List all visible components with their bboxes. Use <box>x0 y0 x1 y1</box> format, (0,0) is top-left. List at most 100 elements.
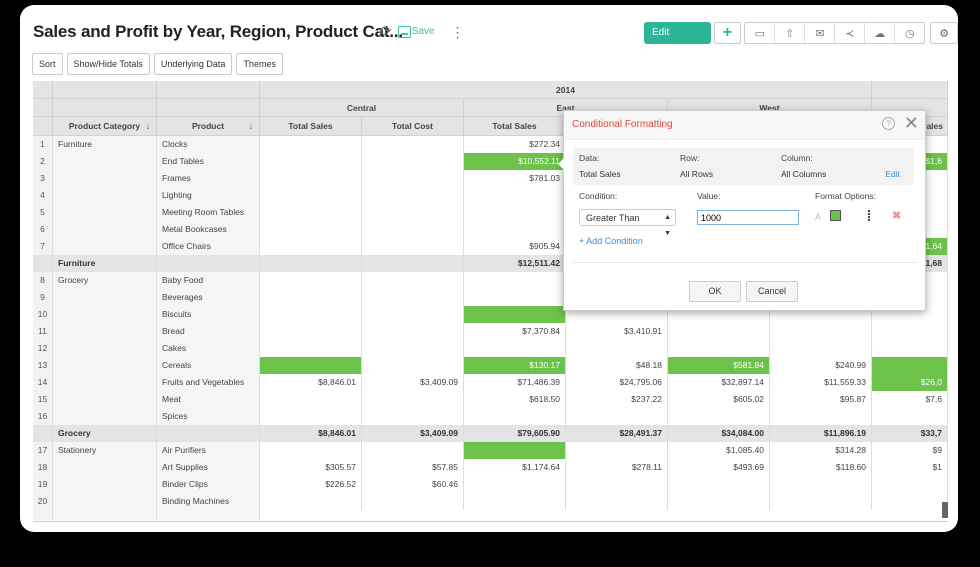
save-button[interactable]: Save <box>397 25 435 38</box>
value-cell <box>260 357 362 374</box>
value-cell <box>260 323 362 340</box>
value-cell <box>566 340 668 357</box>
product-category-cell <box>53 187 157 204</box>
value-cell <box>668 323 770 340</box>
font-color-icon[interactable]: A <box>815 212 822 222</box>
value-cell <box>566 442 668 459</box>
cancel-button[interactable]: Cancel <box>746 281 798 302</box>
tool-group: ▭ ⇧ ✉ ≺ ☁ ◷ <box>744 22 926 44</box>
value-cell <box>362 221 464 238</box>
corner-cell <box>33 117 53 136</box>
sort-arrow-icon[interactable]: ↓ <box>145 121 150 131</box>
help-icon[interactable]: ? <box>882 117 895 130</box>
value-cell <box>872 493 948 510</box>
product-cell: Lighting <box>157 187 260 204</box>
settings-button[interactable]: ⚙ <box>930 22 958 44</box>
more-format-icon[interactable] <box>868 210 870 222</box>
row-number <box>33 255 53 272</box>
comment-icon[interactable]: ▭ <box>745 23 776 43</box>
value-cell: $71,486.39 <box>464 374 566 391</box>
alarm-icon[interactable]: ◷ <box>904 27 915 40</box>
column-header-product[interactable]: Product ↓ <box>157 117 260 136</box>
condition-label: Condition: <box>579 191 618 201</box>
value-cell <box>872 340 948 357</box>
value-cell <box>362 238 464 255</box>
subtotal-value-cell: $3,409.09 <box>362 425 464 442</box>
value-cell <box>362 289 464 306</box>
value-cell <box>668 408 770 425</box>
row-number: 15 <box>33 391 53 408</box>
value-cell: $781.03 <box>464 170 566 187</box>
email-icon[interactable]: ✉ <box>805 23 836 43</box>
value-cell: $11,559.33 <box>770 374 872 391</box>
delete-condition-icon[interactable]: ✖ <box>892 210 902 222</box>
export-icon[interactable]: ⇧ <box>775 23 806 43</box>
gear-icon: ⚙ <box>939 27 950 40</box>
refresh-icon[interactable]: ⟳ <box>380 23 392 39</box>
measure-header[interactable]: Total Sales <box>260 117 362 136</box>
edit-design-button[interactable]: Edit Design <box>644 22 711 60</box>
underlying-data-button[interactable]: Underlying Data <box>153 53 233 75</box>
condition-select[interactable]: Greater Than ▲ ▼ <box>579 209 676 237</box>
value-cell <box>770 493 872 510</box>
value-cell: $3,410.91 <box>566 323 668 340</box>
value-cell <box>464 340 566 357</box>
product-category-cell <box>53 493 157 510</box>
data-value: Total Sales <box>579 169 621 179</box>
value-cell <box>464 306 566 323</box>
value-cell <box>464 272 566 289</box>
value-cell: $118.60 <box>770 459 872 476</box>
sort-button[interactable]: Sort <box>32 53 63 75</box>
themes-button[interactable]: Themes <box>236 53 283 75</box>
value-cell <box>566 493 668 510</box>
product-category-cell <box>53 289 157 306</box>
share-icon[interactable]: ≺ <box>835 23 866 43</box>
close-icon[interactable]: ✕ <box>903 113 919 133</box>
sort-arrow-icon[interactable]: ↓ <box>248 121 253 131</box>
value-cell <box>362 323 464 340</box>
action-bar: Sort Show/Hide Totals Underlying Data Th… <box>32 53 283 75</box>
cloud-upload-icon[interactable]: ☁ <box>865 23 896 43</box>
horizontal-scroll-handle[interactable] <box>942 502 948 518</box>
value-cell <box>362 306 464 323</box>
row-number: 18 <box>33 459 53 476</box>
value-cell <box>260 272 362 289</box>
ok-button[interactable]: OK <box>689 281 741 302</box>
value-cell <box>260 136 362 153</box>
product-cell: Cereals <box>157 357 260 374</box>
value-cell <box>260 442 362 459</box>
product-cell: Cakes <box>157 340 260 357</box>
add-condition-link[interactable]: + Add Condition <box>579 236 643 246</box>
column-header-product-category[interactable]: Product Category ↓ <box>53 117 157 136</box>
value-cell: $10,552.11 <box>464 153 566 170</box>
product-category-cell <box>53 357 157 374</box>
add-button[interactable]: + <box>713 22 742 44</box>
measure-header[interactable]: Total Sales <box>464 117 566 136</box>
value-cell <box>260 187 362 204</box>
show-hide-totals-button[interactable]: Show/Hide Totals <box>66 53 150 75</box>
product-category-cell <box>53 238 157 255</box>
value-cell: $95.87 <box>770 391 872 408</box>
fill-color-swatch[interactable] <box>830 210 841 221</box>
measure-header[interactable]: Total Cost <box>362 117 464 136</box>
product-category-cell <box>53 476 157 493</box>
more-options-icon[interactable]: ⋮ <box>450 23 465 40</box>
format-options-label: Format Options: <box>815 191 876 201</box>
subtotal-label: Furniture <box>53 255 157 272</box>
row-number: 11 <box>33 323 53 340</box>
value-cell <box>770 476 872 493</box>
product-cell: Office Chairs <box>157 238 260 255</box>
value-cell <box>260 306 362 323</box>
row-number: 14 <box>33 374 53 391</box>
row-number: 2 <box>33 153 53 170</box>
value-cell: $130.17 <box>464 357 566 374</box>
dialog-pointer <box>558 158 564 170</box>
row-number: 17 <box>33 442 53 459</box>
edit-scope-link[interactable]: Edit <box>885 169 900 179</box>
value-cell: $314.28 <box>770 442 872 459</box>
value-cell: $618.50 <box>464 391 566 408</box>
value-input[interactable] <box>697 210 799 225</box>
product-cell: Bread <box>157 323 260 340</box>
value-cell <box>362 442 464 459</box>
product-category-cell: Furniture <box>53 136 157 153</box>
